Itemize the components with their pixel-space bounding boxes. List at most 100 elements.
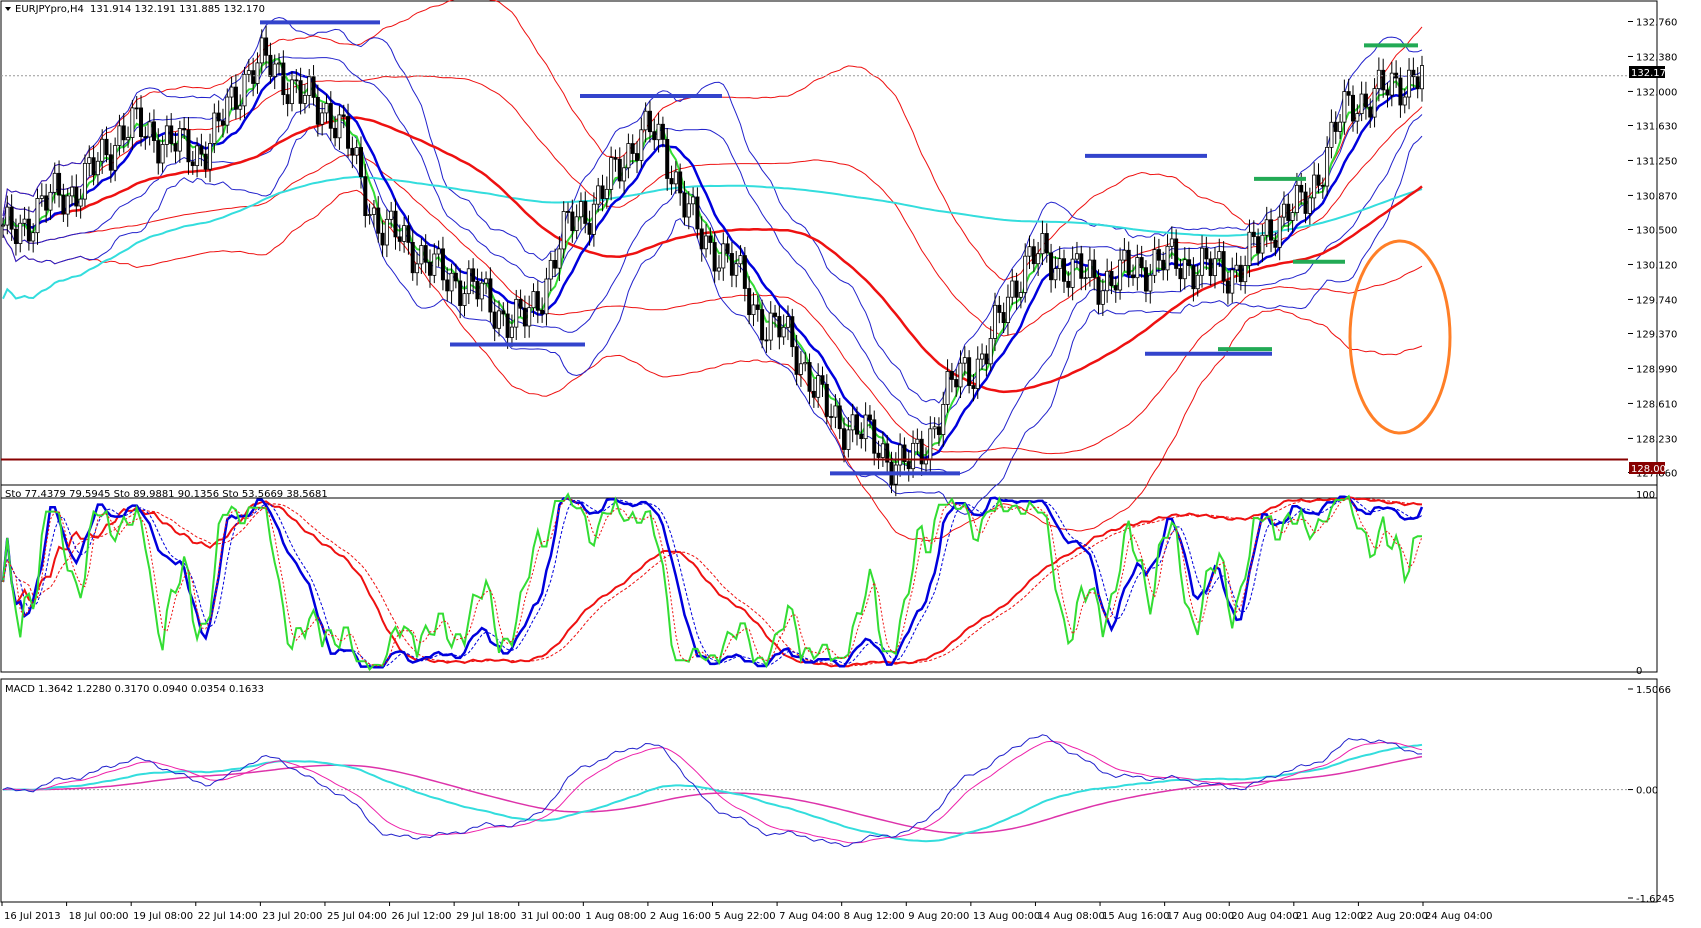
candle-body — [850, 414, 855, 431]
candle-body — [781, 326, 786, 338]
candle-body — [902, 444, 907, 462]
candle-body — [1225, 280, 1230, 294]
candle-body — [376, 207, 381, 234]
candle-body — [423, 245, 428, 263]
candle-body — [402, 225, 407, 242]
candle-body — [1342, 91, 1347, 123]
candle-body — [22, 218, 27, 224]
macd-slow-main-line — [2, 743, 1423, 843]
candle-body — [246, 70, 251, 75]
candle-body — [824, 383, 829, 417]
candle-body — [626, 143, 631, 169]
candle-body — [712, 242, 717, 272]
candle-body — [1264, 219, 1269, 236]
candle-body — [915, 438, 920, 444]
candle-body — [1350, 94, 1355, 122]
candle-body — [1178, 268, 1183, 280]
candle-body — [863, 414, 868, 440]
candle-body — [1131, 274, 1136, 279]
candle-body — [277, 62, 282, 65]
candle-body — [1031, 246, 1036, 265]
candle-body — [725, 243, 730, 254]
candle-body — [190, 161, 195, 167]
candle-body — [289, 79, 294, 105]
time-axis-label: 16 Jul 2013 — [4, 911, 61, 922]
candle-body — [324, 103, 329, 114]
stochastic-fast-signal-line — [2, 498, 1423, 667]
candle-body — [600, 185, 605, 199]
candle-body — [1368, 106, 1373, 118]
candle-body — [1329, 121, 1334, 148]
candle-body — [432, 253, 437, 276]
candle-body — [1281, 203, 1286, 218]
candle-body — [143, 136, 148, 138]
candle-body — [1346, 91, 1351, 96]
candle-body — [1208, 258, 1213, 277]
candle-body — [975, 358, 980, 389]
candle-body — [522, 307, 527, 327]
macd-series-layer — [1, 734, 1628, 848]
time-axis-label: 17 Aug 00:00 — [1167, 911, 1234, 922]
candle-body — [570, 211, 575, 232]
candle-body — [566, 211, 571, 213]
candle-body — [139, 107, 144, 137]
macd-slow-signal-line — [2, 755, 1423, 834]
candle-body — [220, 120, 225, 126]
candle-body — [1040, 233, 1045, 255]
candle-body — [1169, 238, 1174, 247]
candles-layer — [0, 25, 1425, 497]
candle-body — [652, 131, 657, 141]
candle-body — [52, 172, 57, 193]
candle-body — [225, 96, 230, 126]
candle-body — [505, 313, 510, 338]
dropdown-triangle-icon[interactable] — [5, 7, 11, 11]
candle-body — [1010, 280, 1015, 298]
candle-body — [527, 307, 532, 327]
time-axis-label: 25 Jul 04:00 — [327, 911, 387, 922]
red-inner-band — [2, 75, 1423, 337]
candle-body — [9, 206, 14, 230]
candle-body — [233, 86, 238, 110]
candle-body — [704, 235, 709, 250]
candle-body — [859, 433, 864, 440]
candle-body — [419, 245, 424, 265]
candle-body — [147, 121, 152, 138]
candle-body — [471, 268, 476, 282]
candle-body — [911, 442, 916, 470]
candle-body — [854, 414, 859, 435]
candle-body — [1005, 296, 1010, 323]
candle-body — [1381, 69, 1386, 91]
candle-body — [816, 375, 821, 398]
candle-body — [182, 128, 187, 131]
price-axis-label: 130.870 — [1636, 191, 1677, 202]
candle-body — [1355, 113, 1360, 122]
candle-body — [1273, 239, 1278, 248]
time-axis-label: 7 Aug 04:00 — [779, 911, 840, 922]
candle-body — [734, 263, 739, 276]
candle-body — [1385, 89, 1390, 96]
stochastic-axis-label: 0 — [1636, 666, 1642, 677]
candle-body — [1243, 265, 1248, 283]
candle-body — [635, 153, 640, 161]
candle-body — [803, 362, 808, 365]
candle-body — [384, 218, 389, 246]
candle-body — [574, 216, 579, 232]
price-axis-label: 129.740 — [1636, 295, 1677, 306]
candle-body — [553, 259, 558, 269]
candle-body — [988, 338, 993, 365]
candle-body — [1148, 274, 1153, 292]
candle-body — [126, 137, 131, 141]
candle-body — [31, 232, 36, 242]
candle-body — [1083, 277, 1088, 280]
candle-body — [1256, 236, 1261, 254]
candle-body — [997, 304, 1002, 313]
candle-body — [492, 311, 497, 329]
candle-body — [406, 225, 411, 243]
time-axis-label: 14 Aug 08:00 — [1037, 911, 1104, 922]
candle-body — [164, 125, 169, 145]
candle-body — [173, 143, 178, 152]
candle-body — [613, 157, 618, 160]
candle-body — [281, 62, 286, 96]
candle-body — [742, 255, 747, 289]
candle-body — [1389, 72, 1394, 96]
